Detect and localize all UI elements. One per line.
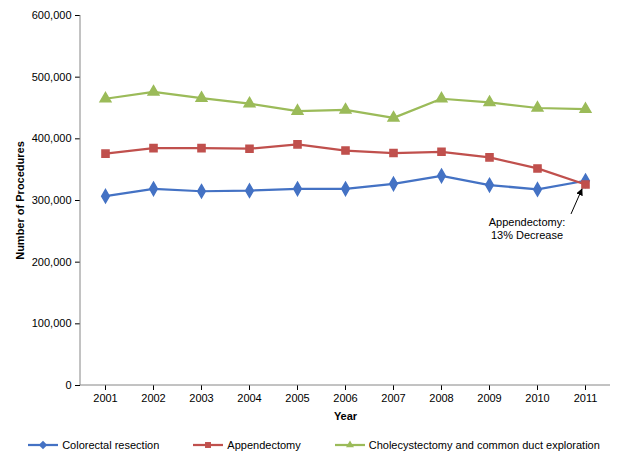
svg-text:2010: 2010 bbox=[525, 392, 549, 404]
svg-text:200,000: 200,000 bbox=[32, 256, 72, 268]
svg-text:500,000: 500,000 bbox=[32, 71, 72, 83]
svg-text:Appendectomy:13% Decrease: Appendectomy:13% Decrease bbox=[489, 216, 565, 241]
svg-text:100,000: 100,000 bbox=[32, 317, 72, 329]
html-text:Colorectal resection: Colorectal resection bbox=[62, 439, 160, 451]
svg-text:2009: 2009 bbox=[477, 392, 501, 404]
svg-text:300,000: 300,000 bbox=[32, 194, 72, 206]
svg-text:Year: Year bbox=[334, 410, 358, 422]
svg-text:400,000: 400,000 bbox=[32, 132, 72, 144]
svg-text:Number of Procedures: Number of Procedures bbox=[14, 141, 26, 260]
svg-text:2011: 2011 bbox=[574, 392, 598, 404]
html-text:Cholecystectomy and common duc: Cholecystectomy and common duct explorat… bbox=[368, 439, 600, 451]
svg-text:2006: 2006 bbox=[333, 392, 357, 404]
svg-text:600,000: 600,000 bbox=[32, 9, 72, 21]
svg-text:2001: 2001 bbox=[93, 392, 117, 404]
html-text:Appendectomy: Appendectomy bbox=[227, 439, 301, 451]
svg-text:2004: 2004 bbox=[237, 392, 261, 404]
svg-text:0: 0 bbox=[65, 379, 71, 391]
svg-text:2007: 2007 bbox=[381, 392, 405, 404]
svg-text:2003: 2003 bbox=[189, 392, 213, 404]
svg-text:2005: 2005 bbox=[285, 392, 309, 404]
svg-text:2002: 2002 bbox=[141, 392, 165, 404]
svg-text:2008: 2008 bbox=[429, 392, 453, 404]
